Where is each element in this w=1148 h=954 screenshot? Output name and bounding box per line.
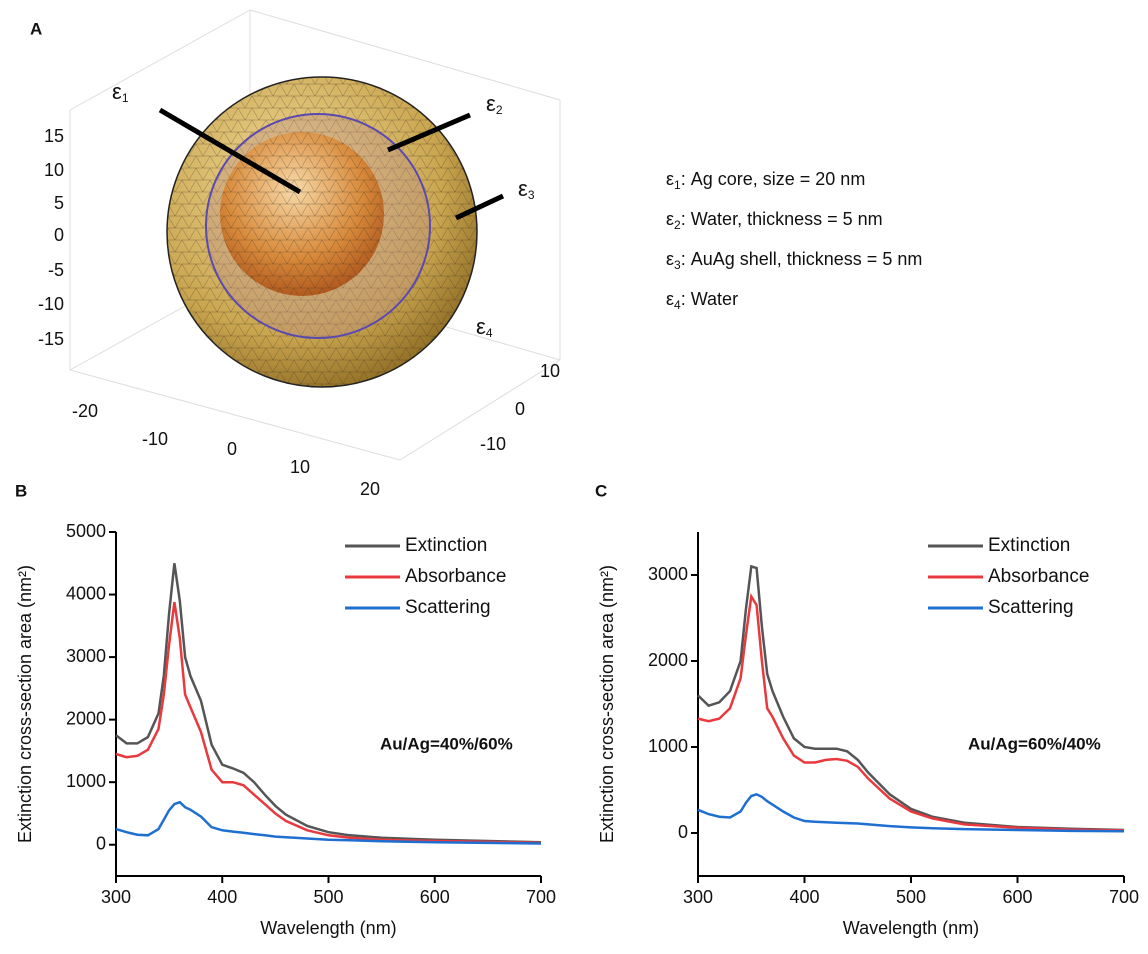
x-tick-label: 20 [360, 479, 380, 499]
subscript: 2 [496, 103, 503, 117]
panel-label: A [30, 19, 42, 38]
x-tick-label: 500 [313, 887, 343, 907]
y-tick-label: 0 [678, 822, 688, 842]
x-axis-label: Wavelength (nm) [260, 918, 396, 938]
y-tick-label: 5000 [66, 521, 106, 541]
z-tick-label: -5 [48, 260, 64, 280]
x-tick-label: -20 [72, 401, 98, 421]
z-tick-label: -10 [38, 294, 64, 314]
legend-label: Absorbance [405, 566, 506, 587]
legend-label: Scattering [988, 597, 1074, 618]
x-tick-label: 400 [789, 887, 819, 907]
symbol: ε [486, 91, 496, 116]
y-tick-label: 1000 [648, 736, 688, 756]
subscript: 3 [528, 188, 535, 202]
x-tick-label: 300 [101, 887, 131, 907]
core-mesh [220, 132, 384, 296]
subscript: 4 [486, 326, 493, 340]
symbol: ε [518, 176, 528, 201]
x-tick-label: 300 [683, 887, 713, 907]
legend-label: Absorbance [988, 566, 1089, 587]
subscript: 1 [122, 91, 129, 105]
z-tick-label: 0 [54, 225, 64, 245]
y-tick-label: -10 [480, 434, 506, 454]
y-tick-label: 2000 [66, 708, 106, 728]
region-label: ε3 [518, 176, 535, 202]
x-tick-label: 10 [290, 457, 310, 477]
description: : Water [681, 289, 738, 309]
symbol: ε [112, 79, 122, 104]
panel-label: B [15, 481, 27, 500]
z-tick-label: 10 [44, 160, 64, 180]
description: : AuAg shell, thickness = 5 nm [681, 249, 923, 269]
series-line [116, 602, 541, 843]
description: : Water, thickness = 5 nm [681, 209, 883, 229]
series-line [116, 802, 541, 843]
region-label: ε1 [112, 79, 129, 105]
z-tick-label: -15 [38, 329, 64, 349]
y-tick-label: 3000 [66, 646, 106, 666]
y-tick-label: 2000 [648, 650, 688, 670]
region-label: ε2 [486, 91, 503, 117]
legend-entry: ε3: AuAg shell, thickness = 5 nm [666, 249, 922, 272]
y-axis-label: Extinction cross-section area (nm²) [15, 565, 35, 843]
annotation: Au/Ag=60%/40% [968, 734, 1101, 753]
legend-label: Extinction [405, 535, 487, 556]
y-tick-label: 10 [540, 361, 560, 381]
legend-entry: ε1: Ag core, size = 20 nm [666, 169, 865, 192]
x-tick-label: 500 [896, 887, 926, 907]
y-tick-label: 1000 [66, 771, 106, 791]
y-tick-label: 4000 [66, 583, 106, 603]
legend-entry: ε4: Water [666, 289, 738, 312]
x-tick-label: 700 [1109, 887, 1139, 907]
legend-entry: ε2: Water, thickness = 5 nm [666, 209, 883, 232]
annotation: Au/Ag=40%/60% [380, 734, 513, 753]
x-tick-label: 600 [1002, 887, 1032, 907]
y-tick-label: 3000 [648, 564, 688, 584]
y-tick-label: 0 [96, 833, 106, 853]
description: : Ag core, size = 20 nm [681, 169, 866, 189]
y-axis-label: Extinction cross-section area (nm²) [597, 565, 617, 843]
figure: A151050-5-10-15-20-1001020100-10ε1ε2ε3ε4… [0, 0, 1148, 949]
x-tick-label: 700 [526, 887, 556, 907]
z-tick-label: 15 [44, 126, 64, 146]
x-axis-label: Wavelength (nm) [843, 918, 979, 938]
x-tick-label: 400 [207, 887, 237, 907]
panel-label: C [595, 481, 607, 500]
y-tick-label: 0 [515, 399, 525, 419]
x-tick-label: -10 [142, 429, 168, 449]
symbol: ε [666, 169, 674, 189]
z-tick-label: 5 [54, 193, 64, 213]
x-tick-label: 600 [420, 887, 450, 907]
legend-label: Scattering [405, 597, 491, 618]
symbol: ε [666, 209, 674, 229]
x-tick-label: 0 [227, 439, 237, 459]
symbol: ε [666, 249, 674, 269]
legend-label: Extinction [988, 535, 1070, 556]
symbol: ε [476, 314, 486, 339]
region-label: ε4 [476, 314, 493, 340]
symbol: ε [666, 289, 674, 309]
